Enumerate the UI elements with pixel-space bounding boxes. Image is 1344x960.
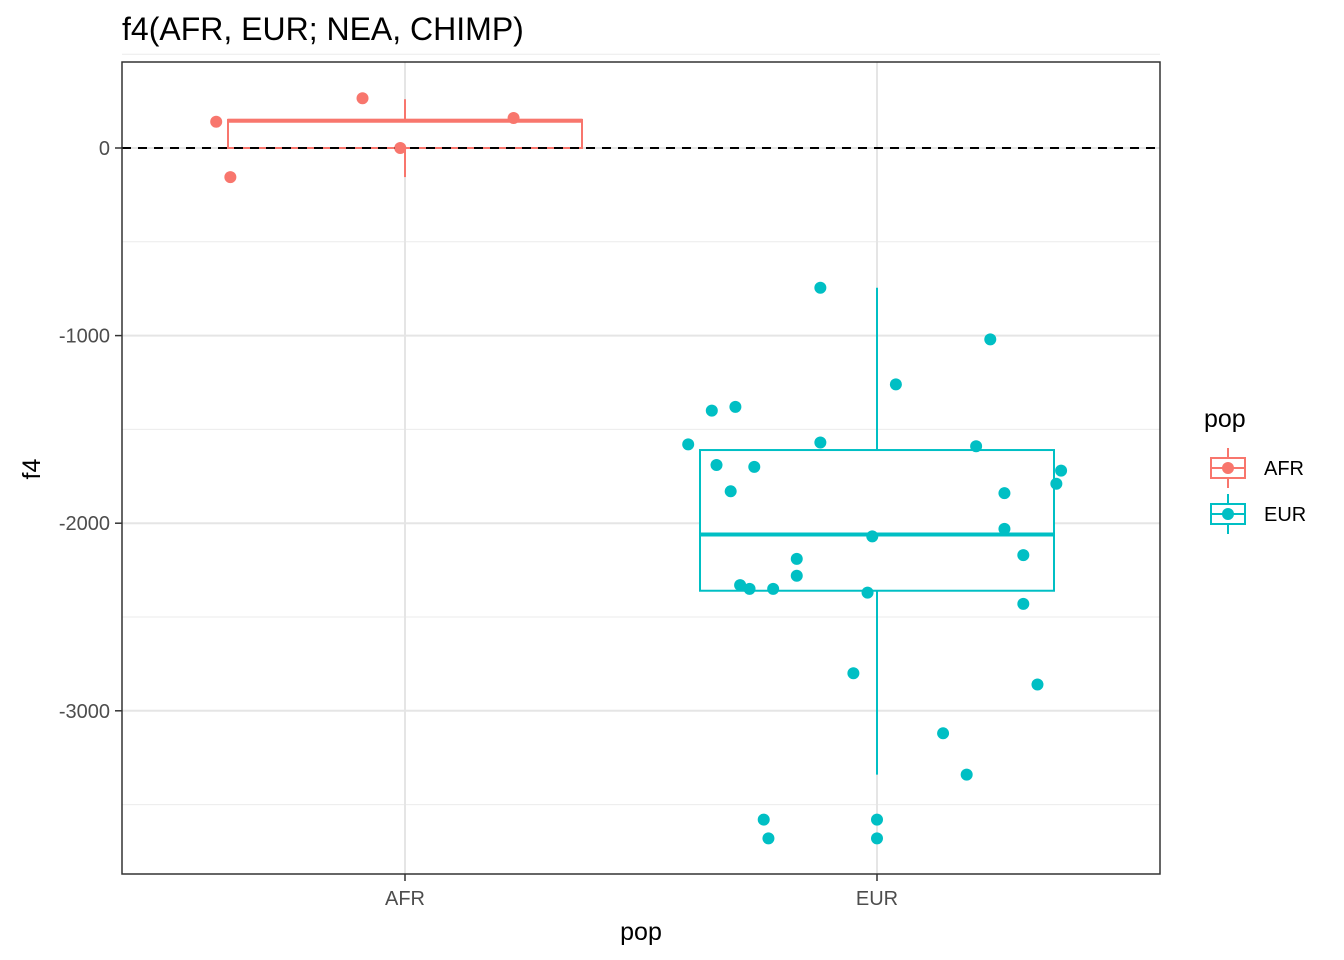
data-point bbox=[866, 530, 879, 543]
box-iqr bbox=[699, 449, 1055, 592]
data-point bbox=[394, 142, 407, 154]
panel-border bbox=[121, 61, 1161, 875]
box-eur bbox=[699, 287, 1055, 775]
data-point bbox=[724, 485, 737, 498]
data-point bbox=[748, 460, 761, 473]
x-tick-label: EUR bbox=[856, 888, 898, 910]
data-point bbox=[356, 92, 369, 105]
data-point bbox=[1055, 464, 1068, 477]
legend-title: pop bbox=[1204, 405, 1246, 433]
data-point bbox=[871, 813, 883, 826]
data-point bbox=[790, 552, 803, 565]
data-point bbox=[814, 281, 827, 294]
data-point bbox=[970, 440, 983, 453]
data-point bbox=[847, 667, 860, 680]
data-point bbox=[960, 768, 973, 781]
data-point bbox=[1017, 597, 1030, 610]
data-point bbox=[1031, 678, 1044, 691]
data-point bbox=[1017, 549, 1030, 562]
legend: pop AFR EUR bbox=[1204, 405, 1306, 534]
x-axis-title: pop bbox=[620, 918, 662, 946]
data-point bbox=[507, 111, 520, 124]
data-point bbox=[710, 459, 723, 472]
data-point bbox=[762, 832, 775, 845]
data-point bbox=[790, 569, 803, 582]
data-point bbox=[889, 378, 902, 391]
data-point bbox=[814, 436, 827, 449]
data-point bbox=[998, 487, 1011, 500]
data-point bbox=[734, 579, 747, 592]
y-tick-label: -3000 bbox=[59, 701, 110, 723]
points-afr bbox=[210, 92, 520, 184]
legend-key-point bbox=[1222, 508, 1234, 520]
points-eur bbox=[682, 281, 1068, 845]
data-point bbox=[998, 522, 1011, 535]
data-point bbox=[984, 333, 997, 346]
plot-area: 0 -1000 -2000 -3000 AFR EUR bbox=[59, 53, 1161, 910]
data-point bbox=[757, 813, 770, 826]
legend-label: AFR bbox=[1264, 458, 1304, 480]
x-tick-label: AFR bbox=[385, 888, 425, 910]
data-point bbox=[682, 438, 695, 451]
legend-key-point bbox=[1222, 462, 1234, 474]
data-point bbox=[729, 400, 742, 413]
legend-label: EUR bbox=[1264, 504, 1306, 526]
data-point bbox=[861, 586, 874, 599]
y-tick-label: 0 bbox=[99, 138, 110, 160]
y-axis-title: f4 bbox=[18, 458, 46, 479]
chart-title: f4(AFR, EUR; NEA, CHIMP) bbox=[122, 11, 524, 47]
y-tick-label: -2000 bbox=[59, 513, 110, 535]
legend-item-afr: AFR bbox=[1210, 448, 1304, 488]
data-point bbox=[871, 832, 883, 845]
data-point bbox=[937, 727, 950, 740]
data-point bbox=[767, 582, 780, 595]
data-point bbox=[224, 171, 237, 184]
data-point bbox=[743, 582, 756, 595]
data-point bbox=[705, 404, 718, 417]
legend-item-eur: EUR bbox=[1210, 494, 1306, 534]
y-tick-label: -1000 bbox=[59, 326, 110, 348]
data-point bbox=[210, 115, 223, 128]
data-point bbox=[1050, 477, 1063, 490]
box-iqr bbox=[227, 118, 583, 149]
